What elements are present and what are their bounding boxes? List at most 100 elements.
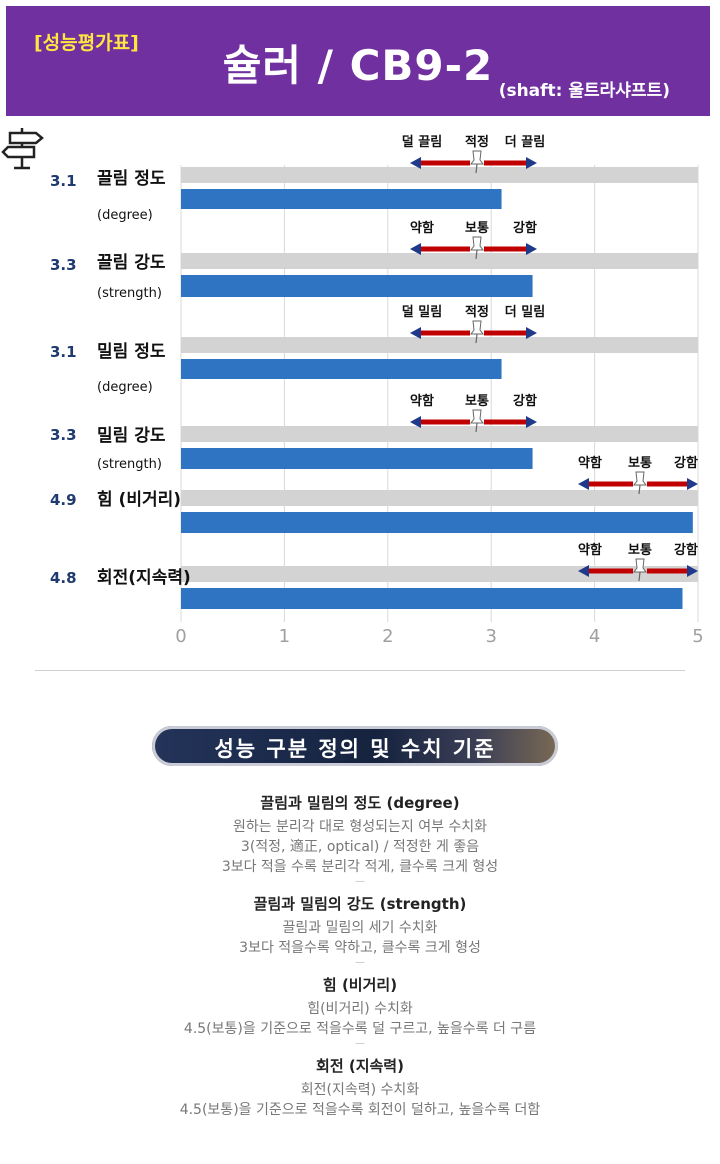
scale-label-low: 덜 끌림: [402, 134, 442, 150]
chart-row: 4.8 회전(지속력) 약함 보통 강함: [50, 542, 698, 609]
definition-line: 회전(지속력) 수치화: [300, 1082, 420, 1098]
chart-grid: [180, 165, 699, 622]
definition-line: 4.5(보통)을 기준으로 적을수록 회전이 덜하고, 높을수록 더함: [179, 1102, 541, 1118]
value-label: 3.1: [50, 343, 77, 361]
x-tick-label: 5: [692, 626, 703, 647]
bar-track: [181, 253, 698, 269]
scale-label-high: 강함: [674, 455, 698, 471]
pushpin-icon: [470, 320, 484, 344]
x-tick-label: 3: [485, 626, 496, 647]
scale-label-low: 덜 밀림: [402, 304, 442, 320]
category-sub-label: (degree): [97, 208, 153, 223]
scale-arrowhead-right: [526, 416, 537, 428]
scale-arrowhead-right: [687, 565, 698, 577]
scale-label-mid: 보통: [628, 543, 652, 558]
scale-arrowhead-right: [526, 327, 537, 339]
scale-label-low: 약함: [578, 542, 602, 558]
chart-row: 3.3 밀림 강도(strength)약함 보통 강함: [50, 393, 698, 472]
value-label: 4.9: [50, 491, 77, 509]
scale-arrowhead-right: [526, 243, 537, 255]
definitions-banner-text: 성능 구분 정의 및 수치 기준: [214, 737, 496, 761]
definitions-list: 끌림과 밀림의 정도 (degree) 원하는 분리각 대로 형성되는지 여부 수…: [0, 786, 720, 1120]
scale-arrowhead-left: [410, 416, 421, 428]
value-label: 3.1: [50, 172, 77, 190]
chart-row: 4.9 힘 (비거리) 약함 보통 강함: [50, 455, 698, 533]
page-title: 슐러 / CB9-2: [222, 41, 494, 90]
scale-label-mid: 보통: [465, 394, 489, 409]
section-divider: [35, 670, 685, 671]
shaft-subtitle: (shaft: 울트라샤프트): [498, 81, 670, 101]
scale-label-mid: 보통: [465, 221, 489, 236]
chart-row: 3.1 끌림 정도 (degree) 덜 끌림 적정 더 끌림: [50, 134, 698, 223]
signpost-icon: [1, 128, 44, 170]
pushpin-icon: [470, 150, 484, 174]
category-label: 힘 (비거리): [97, 489, 181, 510]
definition-line: 3(적정, 適正, optical) / 적정한 게 좋음: [240, 839, 480, 855]
scale-arrowhead-left: [578, 478, 589, 490]
performance-chart: 3.1 끌림 정도(degree)덜 끌림 적정 더 끌림3.3 끌림 강도(stren…: [1, 128, 704, 647]
definition-line: 힘(비거리) 수치화: [307, 1001, 413, 1017]
value-bar: [181, 448, 533, 469]
bar-track: [181, 167, 698, 183]
definition-title: 끌림과 밀림의 강도 (strength): [253, 895, 467, 913]
definition-line: 원하는 분리각 대로 형성되는지 여부 수치화: [232, 819, 488, 835]
x-tick-label: 0: [175, 626, 186, 647]
scale-arrowhead-left: [410, 157, 421, 169]
pushpin-icon: [633, 558, 647, 582]
scale-label-high: 더 밀림: [505, 304, 545, 320]
category-label: 끌림 정도: [97, 169, 166, 189]
definition-block: 힘 (비거리) 힘(비거리) 수치화 4.5(보통)을 기준으로 적을수록 덜 구르…: [0, 974, 720, 1039]
x-axis: 0 1 2 3 4 5: [175, 626, 703, 647]
scale-arrowhead-right: [687, 478, 698, 490]
category-label: 끌림 강도: [97, 253, 166, 273]
category-sub-label: (strength): [97, 457, 162, 472]
definition-block: 끌림과 밀림의 정도 (degree) 원하는 분리각 대로 형성되는지 여부 수…: [0, 792, 720, 877]
category-label: 밀림 정도: [97, 341, 166, 362]
scale-label-mid: 적정: [465, 134, 489, 150]
scale-arrowhead-right: [526, 157, 537, 169]
bar-track: [181, 426, 698, 442]
definition-title: 끌림과 밀림의 정도 (degree): [260, 794, 460, 812]
scale-arrowhead-left: [410, 327, 421, 339]
pushpin-icon: [470, 409, 484, 433]
category-label: 회전(지속력): [97, 568, 191, 588]
scale-label-mid: 적정: [465, 304, 489, 320]
definition-line: 4.5(보통)을 기준으로 적을수록 덜 구르고, 높을수록 더 구름: [183, 1021, 537, 1037]
chart-row: 3.1 밀림 정도 (degree) 덜 밀림 적정 더 밀림: [50, 304, 698, 395]
definition-block: 끌림과 밀림의 강도 (strength) 끌림과 밀림의 세기 수치화 3보다 적…: [0, 893, 720, 958]
x-tick-label: 1: [279, 626, 290, 647]
scale-label-low: 약함: [578, 455, 602, 471]
scale-label-high: 강함: [513, 393, 537, 409]
bar-track: [181, 490, 698, 506]
x-tick-label: 4: [589, 626, 600, 647]
scale-arrowhead-left: [578, 565, 589, 577]
definition-line: 끌림과 밀림의 세기 수치화: [282, 920, 438, 936]
x-tick-label: 2: [382, 626, 393, 647]
scale-label-high: 강함: [674, 542, 698, 558]
value-label: 3.3: [50, 256, 77, 274]
category-label: 밀림 강도: [97, 425, 166, 446]
definition-title: 회전 (지속력): [316, 1057, 404, 1075]
scale-label-high: 더 끌림: [505, 134, 545, 150]
definitions-banner: 성능 구분 정의 및 수치 기준: [152, 726, 558, 766]
value-bar: [181, 512, 693, 533]
definition-line: 3보다 적을수록 약하고, 클수록 크게 형성: [239, 940, 481, 956]
category-sub-label: (degree): [97, 380, 153, 395]
scale-arrowhead-left: [410, 243, 421, 255]
value-label: 4.8: [50, 569, 77, 587]
value-label: 3.3: [50, 426, 77, 444]
header-banner: [성능평가표] 슐러 / CB9-2 (shaft: 울트라샤프트): [6, 6, 710, 116]
scale-label-low: 약함: [410, 393, 434, 409]
category-sub-label: (strength): [97, 286, 162, 301]
value-bar: [181, 359, 502, 379]
definition-block: 회전 (지속력) 회전(지속력) 수치화 4.5(보통)을 기준으로 적을수록 회전…: [0, 1055, 720, 1120]
definition-title: 힘 (비거리): [322, 976, 398, 994]
bar-track: [181, 337, 698, 353]
scale-label-low: 약함: [410, 220, 434, 236]
value-bar: [181, 189, 502, 209]
chart-row: 3.3 끌림 강도 (strength) 약함 보통 강함: [50, 220, 698, 301]
definition-separator: —: [355, 876, 365, 887]
scale-label-mid: 보통: [628, 456, 652, 471]
scale-label-high: 강함: [513, 220, 537, 236]
header-tag: [성능평가표]: [34, 32, 139, 54]
